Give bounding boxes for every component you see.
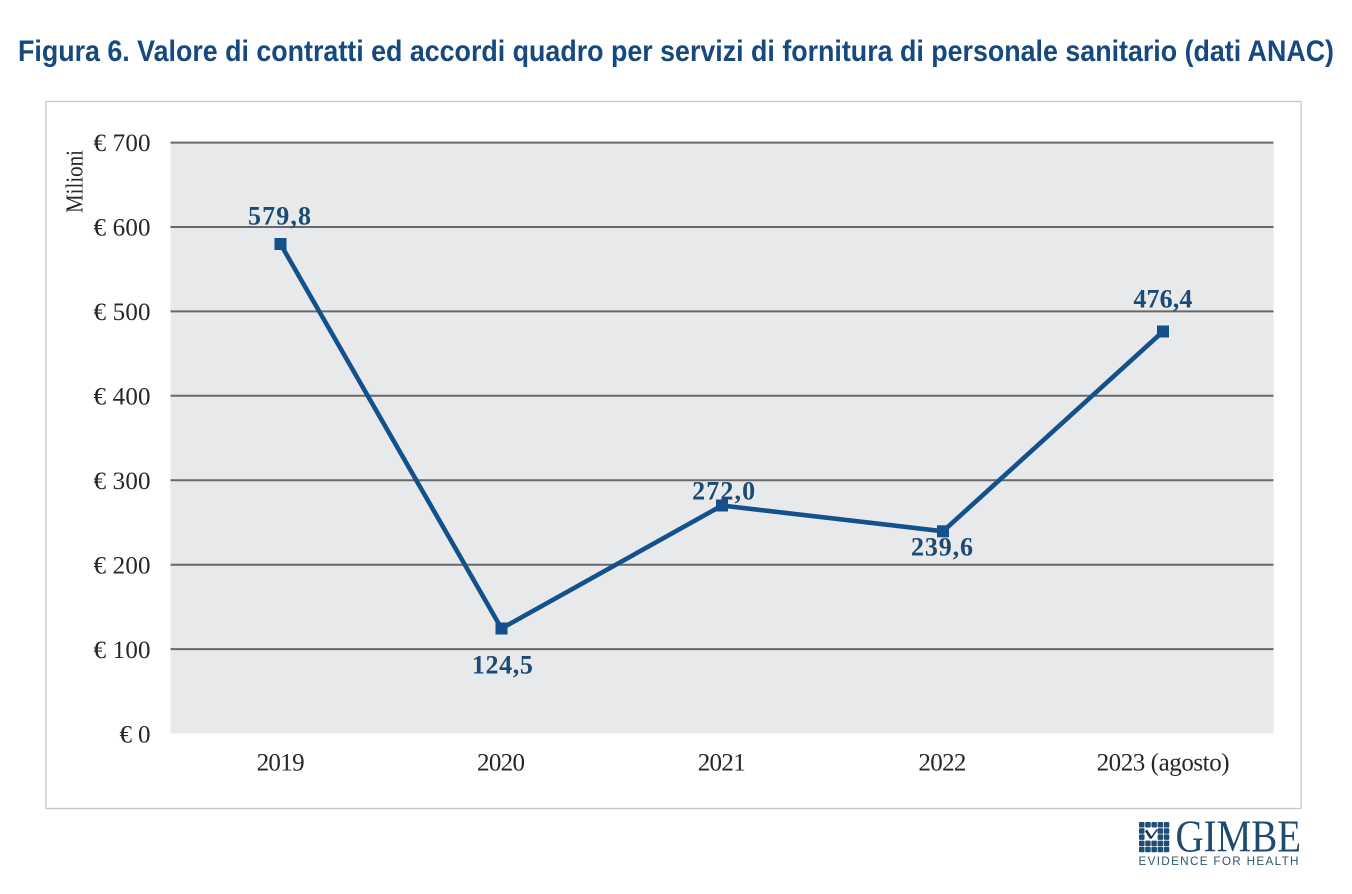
svg-text:€ 0: € 0	[120, 722, 151, 749]
svg-text:124,5: 124,5	[472, 650, 533, 679]
svg-text:€ 300: € 300	[94, 468, 151, 495]
svg-text:476,4: 476,4	[1133, 284, 1192, 313]
svg-text:€ 700: € 700	[94, 130, 151, 157]
svg-text:2021: 2021	[698, 750, 746, 777]
svg-text:€ 100: € 100	[94, 637, 151, 664]
svg-text:€ 400: € 400	[94, 384, 151, 411]
svg-text:€ 500: € 500	[94, 299, 151, 326]
svg-text:2022: 2022	[918, 750, 966, 777]
svg-text:2020: 2020	[477, 750, 525, 777]
svg-text:€ 600: € 600	[94, 215, 151, 242]
svg-text:239,6: 239,6	[911, 533, 973, 562]
svg-text:2023 (agosto): 2023 (agosto)	[1097, 750, 1230, 777]
svg-text:Milioni: Milioni	[63, 150, 89, 213]
svg-text:€ 200: € 200	[94, 553, 151, 580]
svg-text:272,0: 272,0	[692, 477, 755, 506]
svg-text:579,8: 579,8	[248, 202, 311, 231]
svg-text:GIMBE: GIMBE	[1176, 812, 1302, 862]
svg-text:EVIDENCE FOR HEALTH: EVIDENCE FOR HEALTH	[1139, 855, 1299, 868]
svg-text:Figura 6. Valore di contratti: Figura 6. Valore di contratti ed accordi…	[18, 35, 1334, 68]
svg-text:2019: 2019	[257, 750, 305, 777]
